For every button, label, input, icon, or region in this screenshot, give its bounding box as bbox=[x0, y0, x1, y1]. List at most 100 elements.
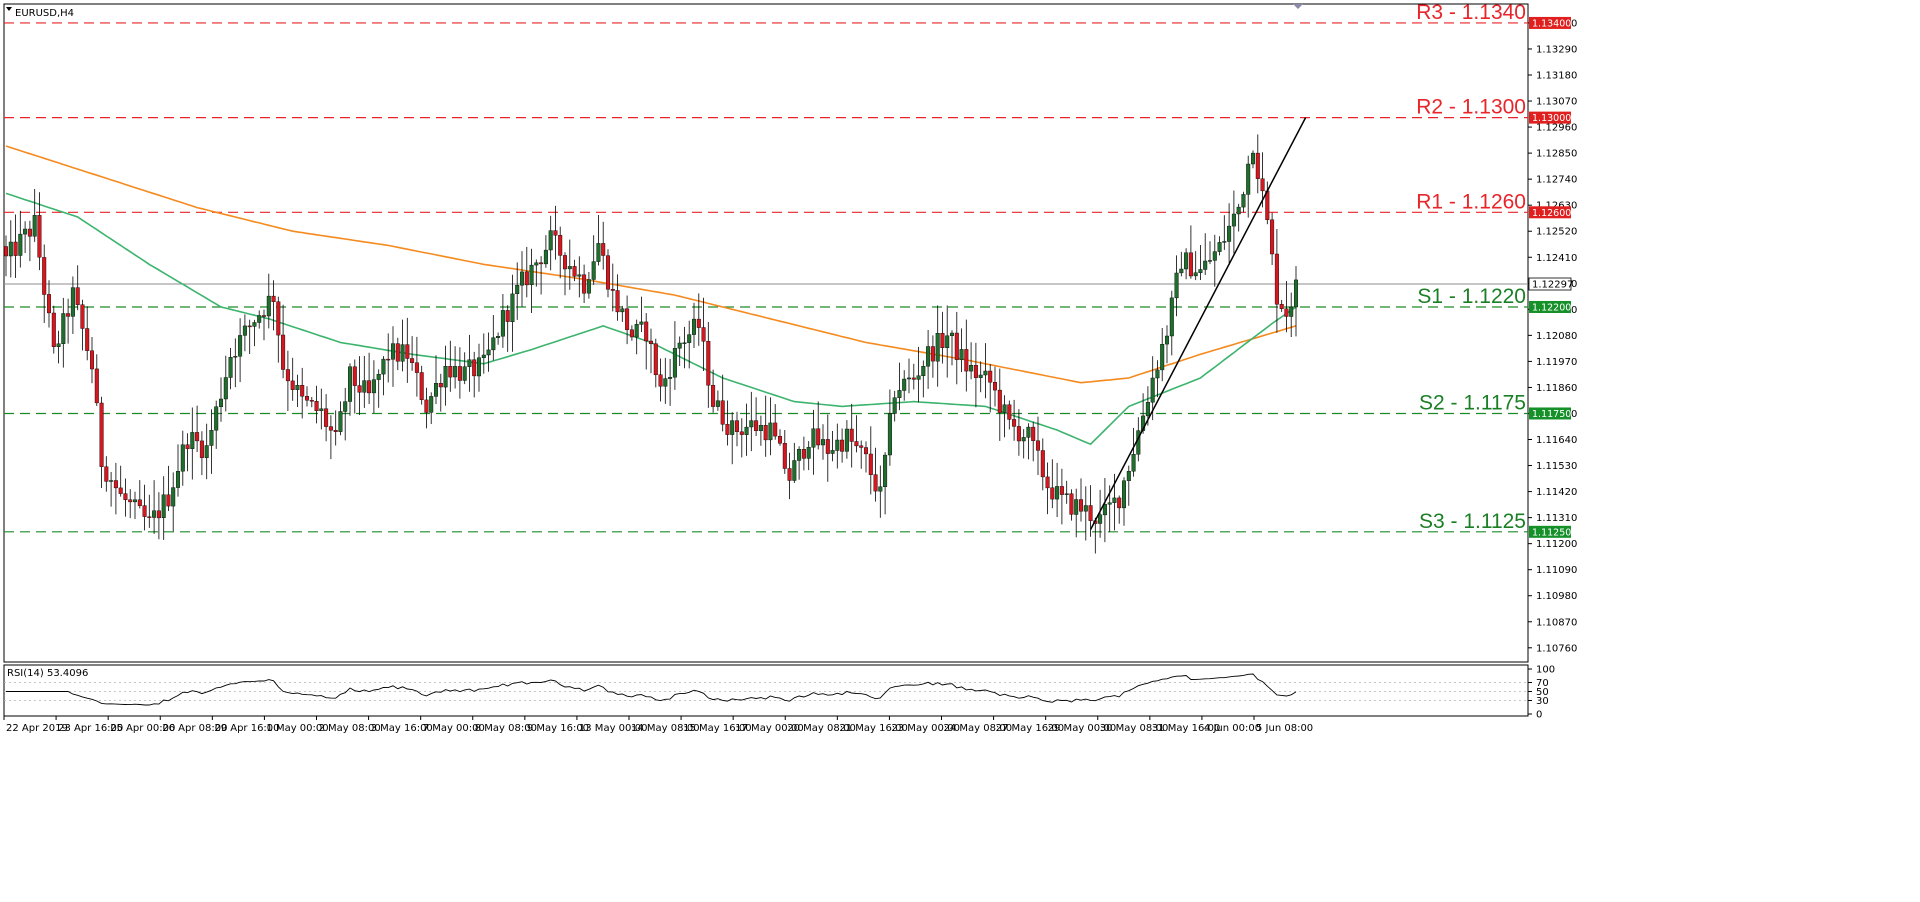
candle-bull bbox=[1289, 306, 1294, 317]
time-tick-label: 2 May 08:00 bbox=[319, 723, 381, 734]
candle-bull bbox=[907, 377, 912, 380]
candle-bear bbox=[993, 382, 998, 391]
candle-bear bbox=[505, 310, 510, 322]
candle-bear bbox=[778, 436, 783, 444]
candle-bear bbox=[1040, 450, 1045, 478]
candle-bear bbox=[735, 420, 740, 432]
candle-bear bbox=[615, 290, 620, 313]
current-price-tag-label: 1.12297 bbox=[1532, 280, 1573, 291]
time-tick-label: 3 May 16:00 bbox=[371, 723, 433, 734]
level-labels: R3 - 1.1340 R2 - 1.1300 R1 - 1.1260 S1 - 1.… bbox=[1416, 1, 1526, 533]
candle-bull bbox=[668, 377, 673, 379]
candle-bear bbox=[601, 243, 606, 256]
chart-shift-marker-icon bbox=[1293, 4, 1303, 9]
price-axis: 1.13400 1.13290 1.13180 1.13070 1.12960 1.128… bbox=[1293, 4, 1577, 654]
candle-bull bbox=[1064, 493, 1069, 495]
candle-bull bbox=[1198, 269, 1203, 273]
candle-bear bbox=[472, 359, 477, 377]
candle-bull bbox=[596, 243, 601, 262]
candle-bear bbox=[539, 262, 544, 265]
time-tick-label: 14 May 08:00 bbox=[631, 723, 700, 734]
time-tick-label: 24 May 08:00 bbox=[944, 723, 1013, 734]
candle-bear bbox=[1012, 419, 1017, 427]
time-tick-label: 27 May 16:00 bbox=[996, 723, 1065, 734]
symbol-dropdown-icon[interactable] bbox=[6, 7, 12, 11]
candle-bull bbox=[663, 378, 668, 387]
level-price-tag bbox=[1529, 525, 1571, 538]
candle-bear bbox=[118, 487, 123, 494]
candle-bear bbox=[99, 402, 104, 467]
candle-bear bbox=[1255, 152, 1260, 179]
candle-bear bbox=[276, 301, 281, 336]
candle-bear bbox=[1078, 499, 1083, 512]
time-tick-label: 31 May 16:00 bbox=[1152, 723, 1221, 734]
candle-bull bbox=[687, 334, 692, 343]
candle-bull bbox=[577, 274, 582, 277]
candle-bear bbox=[94, 368, 99, 404]
candle-bear bbox=[1088, 505, 1093, 521]
candle-bear bbox=[553, 230, 558, 236]
candle-bear bbox=[1188, 252, 1193, 277]
candle-bull bbox=[1021, 437, 1026, 442]
level-price-tag-label: 1.12600 bbox=[1532, 208, 1571, 219]
candle-bull bbox=[529, 264, 534, 286]
candle-bull bbox=[639, 321, 644, 325]
candle-bear bbox=[644, 321, 649, 342]
candle-bull bbox=[434, 383, 439, 397]
candles bbox=[3, 134, 1298, 554]
candle-bull bbox=[510, 293, 515, 322]
price-tick-label: 1.11860 bbox=[1536, 383, 1577, 394]
candle-bull bbox=[1121, 480, 1126, 509]
candle-bull bbox=[1179, 268, 1184, 274]
level-price-tag bbox=[1529, 407, 1571, 420]
price-tick-label: 1.11310 bbox=[1536, 513, 1577, 524]
candle-bull bbox=[959, 349, 964, 360]
candle-bull bbox=[132, 499, 137, 503]
candle-bull bbox=[1207, 260, 1212, 262]
candle-bear bbox=[37, 215, 42, 258]
uptrend-line bbox=[1089, 117, 1307, 530]
candle-bear bbox=[424, 399, 429, 413]
candle-bull bbox=[23, 228, 28, 235]
time-tick-label: 9 May 16:00 bbox=[527, 723, 589, 734]
level-label-r3: R3 - 1.1340 bbox=[1416, 1, 1526, 24]
candle-bear bbox=[801, 449, 806, 459]
level-price-tag-label: 1.13000 bbox=[1532, 113, 1571, 124]
candle-bull bbox=[1241, 194, 1246, 208]
candle-bear bbox=[395, 343, 400, 362]
candle-bull bbox=[1293, 279, 1298, 308]
candle-bull bbox=[1074, 499, 1079, 515]
candle-bull bbox=[797, 449, 802, 461]
candle-bear bbox=[328, 426, 333, 431]
candle-bear bbox=[1050, 487, 1055, 500]
candle-bull bbox=[1083, 505, 1088, 512]
candle-bull bbox=[682, 342, 687, 344]
level-price-tag bbox=[1529, 111, 1571, 124]
candle-bear bbox=[911, 377, 916, 380]
candle-bull bbox=[916, 375, 921, 380]
candle-bull bbox=[1222, 241, 1227, 243]
price-tick-label: 1.11200 bbox=[1536, 539, 1577, 550]
candle-bull bbox=[1217, 242, 1222, 252]
rsi-panel-frame bbox=[3, 664, 1529, 717]
candle-bear bbox=[864, 447, 869, 455]
candle-bull bbox=[921, 366, 926, 377]
candle-bull bbox=[634, 324, 639, 338]
price-tick-label: 1.13070 bbox=[1536, 97, 1577, 108]
price-tick-label: 1.12630 bbox=[1536, 201, 1577, 212]
candle-bear bbox=[739, 431, 744, 435]
candle-bull bbox=[467, 359, 472, 367]
time-tick-label: 13 May 00:00 bbox=[579, 723, 648, 734]
candle-bull bbox=[749, 420, 754, 428]
candle-bull bbox=[1227, 225, 1232, 242]
level-price-tag-label: 1.13400 bbox=[1532, 18, 1571, 29]
time-tick-label: 5 Jun 08:00 bbox=[1256, 723, 1313, 734]
candle-bull bbox=[1184, 252, 1189, 270]
candle-bear bbox=[386, 358, 391, 361]
candle-bear bbox=[137, 499, 142, 506]
candle-bull bbox=[32, 215, 37, 237]
candle-bull bbox=[978, 374, 983, 378]
candle-bear bbox=[1117, 497, 1122, 509]
candle-bear bbox=[653, 343, 658, 376]
